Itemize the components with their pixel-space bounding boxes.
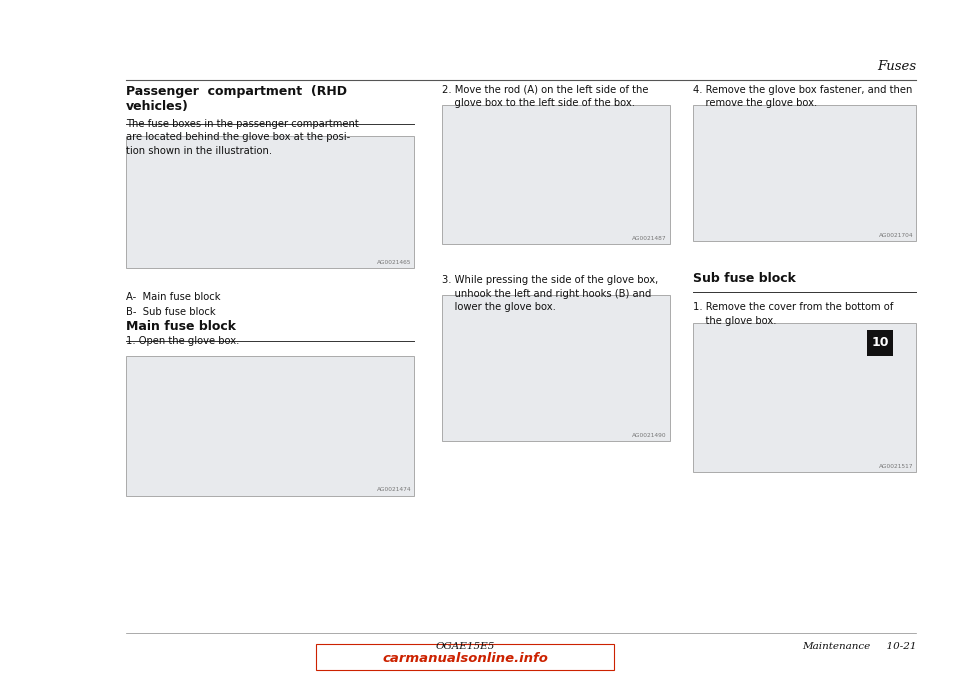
- Text: AG0021517: AG0021517: [879, 464, 914, 469]
- Text: AG0021465: AG0021465: [376, 260, 411, 265]
- Text: AG0021490: AG0021490: [633, 433, 667, 438]
- Text: 3. While pressing the side of the glove box,
    unhook the left and right hooks: 3. While pressing the side of the glove …: [442, 275, 659, 312]
- Text: carmanualsonline.info: carmanualsonline.info: [382, 652, 548, 665]
- Text: Passenger  compartment  (RHD
vehicles): Passenger compartment (RHD vehicles): [126, 85, 347, 113]
- Text: Maintenance     10-21: Maintenance 10-21: [802, 642, 917, 650]
- Text: 1. Open the glove box.: 1. Open the glove box.: [126, 336, 239, 346]
- Bar: [693, 323, 917, 472]
- Text: 2. Move the rod (A) on the left side of the
    glove box to the left side of th: 2. Move the rod (A) on the left side of …: [442, 85, 648, 109]
- Text: A-  Main fuse block: A- Main fuse block: [126, 292, 220, 302]
- Bar: [867, 330, 893, 356]
- Bar: [316, 644, 614, 670]
- Text: AG0021487: AG0021487: [633, 236, 667, 241]
- Bar: [126, 136, 414, 268]
- Text: Sub fuse block: Sub fuse block: [693, 272, 796, 285]
- Bar: [126, 356, 414, 496]
- Text: AG0021704: AG0021704: [879, 233, 914, 238]
- Bar: [442, 105, 670, 244]
- Text: OGAE15E5: OGAE15E5: [436, 642, 494, 650]
- Text: AG0021474: AG0021474: [376, 488, 411, 492]
- Bar: [693, 105, 917, 241]
- Text: B-  Sub fuse block: B- Sub fuse block: [126, 307, 215, 317]
- Text: Fuses: Fuses: [877, 60, 917, 73]
- Text: Main fuse block: Main fuse block: [126, 320, 235, 333]
- Bar: [442, 295, 670, 441]
- Text: 10: 10: [872, 336, 889, 350]
- Text: 4. Remove the glove box fastener, and then
    remove the glove box.: 4. Remove the glove box fastener, and th…: [693, 85, 913, 109]
- Text: The fuse boxes in the passenger compartment
are located behind the glove box at : The fuse boxes in the passenger compartm…: [126, 119, 358, 156]
- Text: 1. Remove the cover from the bottom of
    the glove box.: 1. Remove the cover from the bottom of t…: [693, 302, 894, 326]
